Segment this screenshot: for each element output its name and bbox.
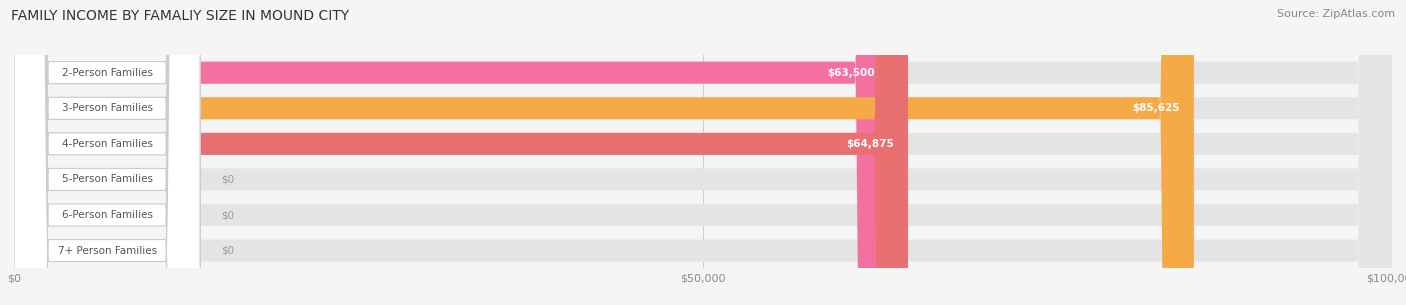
Text: 3-Person Families: 3-Person Families (62, 103, 153, 113)
FancyBboxPatch shape (14, 0, 1392, 305)
Text: $85,625: $85,625 (1133, 103, 1180, 113)
FancyBboxPatch shape (14, 0, 200, 305)
Text: $0: $0 (221, 210, 233, 220)
Text: Source: ZipAtlas.com: Source: ZipAtlas.com (1277, 9, 1395, 19)
Text: 4-Person Families: 4-Person Families (62, 139, 153, 149)
FancyBboxPatch shape (14, 0, 908, 305)
Text: 2-Person Families: 2-Person Families (62, 68, 153, 78)
FancyBboxPatch shape (14, 0, 200, 305)
FancyBboxPatch shape (14, 0, 200, 305)
FancyBboxPatch shape (14, 0, 1392, 305)
Text: 7+ Person Families: 7+ Person Families (58, 246, 156, 256)
FancyBboxPatch shape (14, 0, 200, 305)
FancyBboxPatch shape (14, 0, 889, 305)
Text: $0: $0 (221, 174, 233, 185)
Text: $63,500: $63,500 (828, 68, 876, 78)
FancyBboxPatch shape (14, 0, 1392, 305)
FancyBboxPatch shape (14, 0, 200, 305)
Text: $64,875: $64,875 (846, 139, 894, 149)
FancyBboxPatch shape (14, 0, 200, 305)
Text: 5-Person Families: 5-Person Families (62, 174, 153, 185)
FancyBboxPatch shape (14, 0, 1392, 305)
FancyBboxPatch shape (14, 0, 1392, 305)
FancyBboxPatch shape (14, 0, 1194, 305)
Text: $0: $0 (221, 246, 233, 256)
Text: 6-Person Families: 6-Person Families (62, 210, 153, 220)
Text: FAMILY INCOME BY FAMALIY SIZE IN MOUND CITY: FAMILY INCOME BY FAMALIY SIZE IN MOUND C… (11, 9, 349, 23)
FancyBboxPatch shape (14, 0, 1392, 305)
